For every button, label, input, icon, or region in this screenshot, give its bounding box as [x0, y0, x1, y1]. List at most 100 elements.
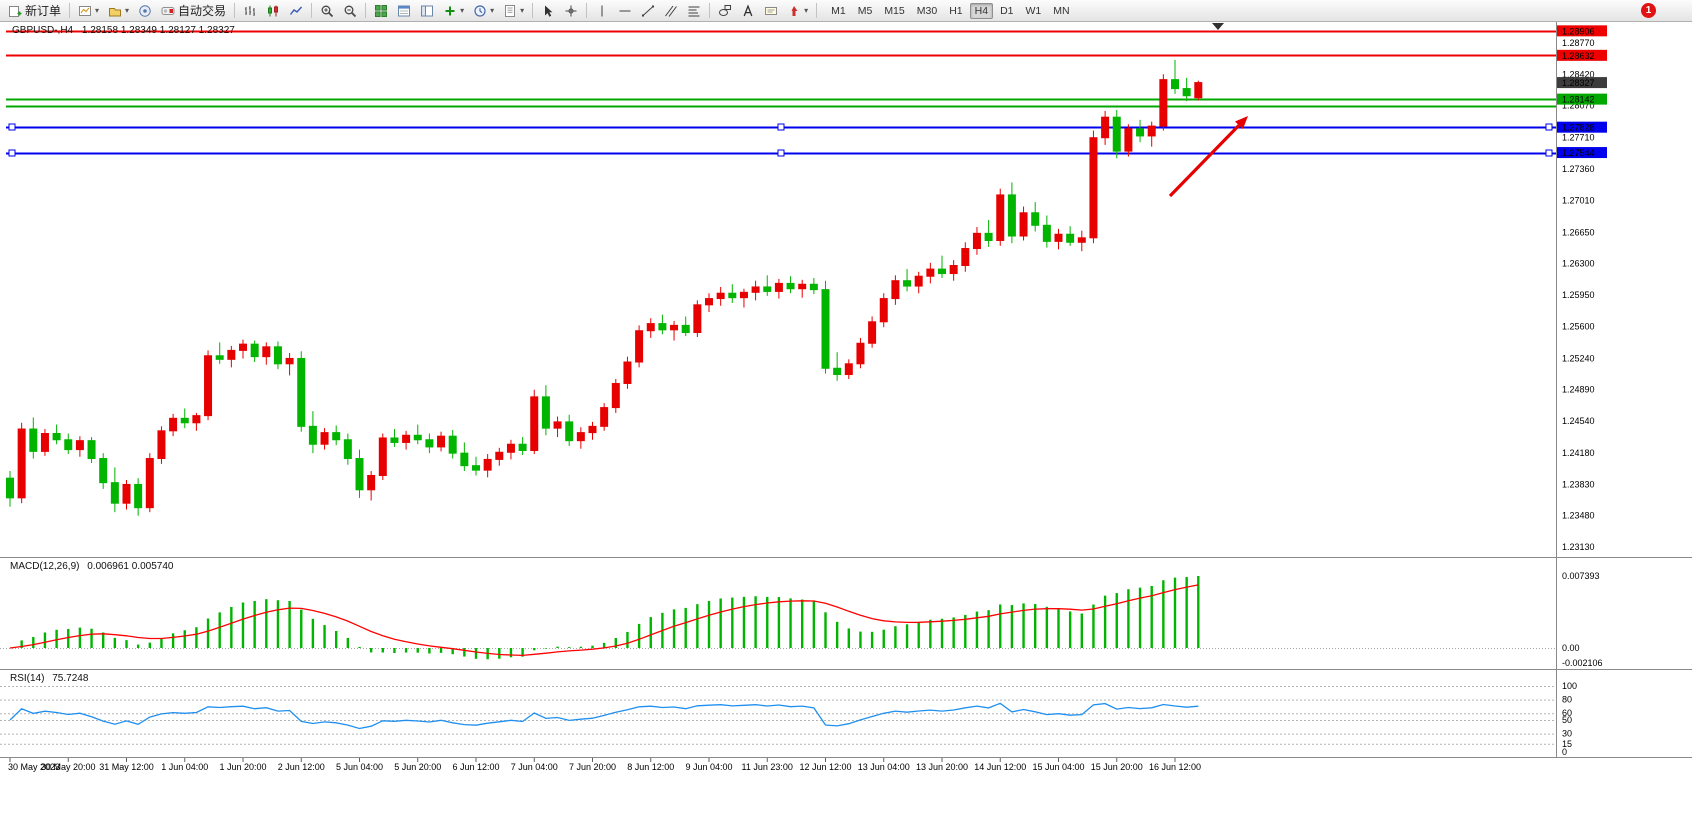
line-chart-mode-button[interactable] [285, 0, 307, 21]
candle [530, 396, 539, 451]
metaeditor-button[interactable] [134, 0, 156, 21]
svg-text:1.27544: 1.27544 [1562, 148, 1595, 158]
candle [52, 433, 61, 441]
line-handle[interactable] [8, 123, 16, 131]
price-scale[interactable]: 1.28770 1.28420 1.28070 1.27710 1.27360 1.270… [1557, 25, 1607, 552]
dropdown-caret: ▾ [460, 5, 465, 15]
dropdown-caret: ▾ [520, 5, 525, 15]
candle [1171, 79, 1179, 90]
timeframe-button-m30[interactable]: M30 [916, 4, 938, 17]
svg-text:30: 30 [1562, 729, 1572, 739]
svg-text:1.26650: 1.26650 [1562, 227, 1595, 237]
dropdown-caret: ▾ [490, 5, 495, 15]
line-handle[interactable] [777, 123, 785, 131]
bar-chart-mode-button[interactable] [239, 0, 261, 21]
line-handle[interactable] [8, 149, 16, 157]
trendline-icon [641, 4, 655, 18]
candle [996, 194, 1005, 241]
timeframe-button-h1[interactable]: H1 [949, 4, 963, 17]
candle [40, 433, 49, 452]
candle [1182, 88, 1191, 97]
arrows-tool-button[interactable]: ▾ [783, 0, 812, 21]
timeframe-button-m15[interactable]: M15 [884, 4, 905, 17]
vertical-line-tool-button[interactable] [591, 0, 613, 21]
candle [472, 465, 480, 471]
cursor-tool-button[interactable] [537, 0, 559, 21]
templates-button[interactable]: ▾ [499, 0, 528, 21]
data-window-button[interactable] [393, 0, 415, 21]
template-icon [503, 4, 517, 18]
svg-text:1.26300: 1.26300 [1562, 259, 1595, 269]
candle [169, 417, 178, 432]
svg-text:1.28327: 1.28327 [1562, 78, 1595, 88]
svg-text:1.23480: 1.23480 [1562, 511, 1595, 521]
candle [390, 437, 399, 443]
svg-text:1.23130: 1.23130 [1562, 542, 1595, 552]
candle [879, 298, 888, 323]
trendline-tool-button[interactable] [637, 0, 659, 21]
notification-badge[interactable]: 1 [1641, 3, 1656, 18]
horizontal-line-objects [6, 30, 1556, 157]
candle [914, 275, 923, 287]
candle [1194, 82, 1203, 99]
toolbar-separator [69, 3, 71, 18]
svg-text:1.25240: 1.25240 [1562, 353, 1595, 363]
crosshair-tool-button[interactable] [560, 0, 582, 21]
tile-windows-button[interactable] [370, 0, 392, 21]
chart-shift-marker[interactable] [1212, 23, 1224, 30]
svg-text:5 Jun 04:00: 5 Jun 04:00 [336, 762, 383, 772]
candlestick-mode-button[interactable] [262, 0, 284, 21]
new-order-button[interactable]: 新订单 [4, 0, 65, 21]
svg-text:1.27360: 1.27360 [1562, 164, 1595, 174]
trend-arrow-annotation[interactable] [1168, 116, 1248, 198]
timeframe-button-d1[interactable]: D1 [1000, 4, 1014, 17]
zoom-in-button[interactable] [316, 0, 338, 21]
timeframe-button-m5[interactable]: M5 [857, 4, 873, 17]
timeframe-button-h4[interactable]: H4 [969, 2, 994, 19]
text-label-tool-button[interactable] [760, 0, 782, 21]
line-handle[interactable] [777, 149, 785, 157]
shapes-tool-button[interactable] [714, 0, 736, 21]
shapes-icon [718, 4, 732, 18]
toolbar-separator [365, 3, 367, 18]
toolbar-separator [311, 3, 313, 18]
timeframe-button-w1[interactable]: W1 [1025, 4, 1042, 17]
zoom-in-icon [320, 4, 334, 18]
candle [99, 458, 108, 484]
candle [961, 248, 970, 267]
periods-button[interactable]: ▾ [469, 0, 498, 21]
fibonacci-tool-button[interactable] [683, 0, 705, 21]
new-chart-button[interactable]: ▾ [74, 0, 103, 21]
candle [949, 265, 958, 275]
line-handle[interactable] [1545, 123, 1553, 131]
arrow-symbol-icon [787, 4, 801, 18]
timeframe-button-mn[interactable]: MN [1053, 4, 1070, 17]
candle [972, 232, 981, 250]
profiles-button[interactable]: ▾ [104, 0, 133, 21]
channel-tool-button[interactable] [660, 0, 682, 21]
horizontal-line-tool-button[interactable] [614, 0, 636, 21]
timeframe-button-m1[interactable]: M1 [831, 4, 846, 17]
candle [180, 417, 189, 424]
svg-text:15 Jun 20:00: 15 Jun 20:00 [1091, 762, 1143, 772]
candle [646, 323, 655, 332]
candle [332, 432, 341, 441]
price-tag-line [1557, 121, 1607, 133]
zoom-out-button[interactable] [339, 0, 361, 21]
autotrading-button[interactable]: 自动交易 [157, 0, 230, 21]
candle [1124, 128, 1133, 152]
navigator-button[interactable] [416, 0, 438, 21]
candle [355, 458, 364, 491]
svg-text:1.25600: 1.25600 [1562, 321, 1595, 331]
toolbar-separator [586, 3, 588, 18]
candle [413, 434, 422, 441]
dropdown-caret: ▾ [95, 5, 100, 15]
svg-text:2 Jun 12:00: 2 Jun 12:00 [278, 762, 325, 772]
text-tool-button[interactable] [737, 0, 759, 21]
line-handle[interactable] [1545, 149, 1553, 157]
indicators-button[interactable]: ▾ [439, 0, 468, 21]
candle [1112, 116, 1121, 152]
svg-text:6 Jun 12:00: 6 Jun 12:00 [452, 762, 499, 772]
